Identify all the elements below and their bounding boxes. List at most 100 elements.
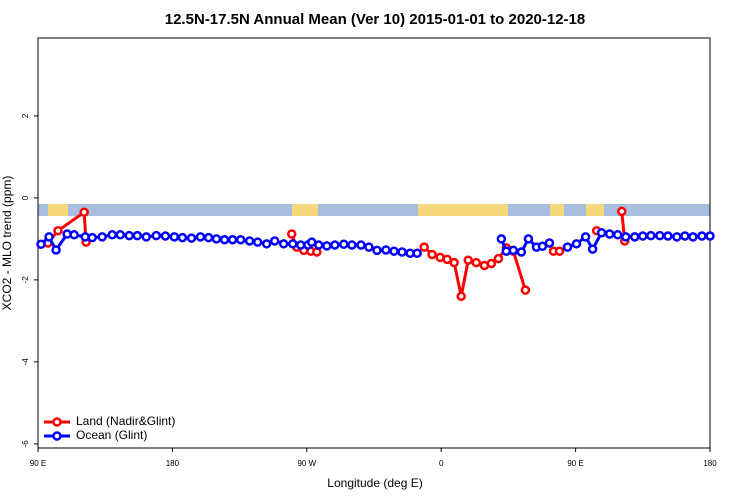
x-tick-label: 90 E: [567, 459, 583, 468]
point: [646, 230, 656, 241]
x-tick-label: 0: [439, 459, 444, 468]
point: [115, 230, 126, 240]
series-line: [46, 209, 627, 297]
point: [587, 244, 598, 254]
point: [364, 242, 374, 252]
y-tick-label: 0: [21, 195, 30, 200]
point: [44, 232, 54, 242]
ocean-band: [38, 204, 710, 216]
point: [571, 239, 582, 249]
point: [629, 232, 640, 242]
point: [554, 246, 565, 256]
point: [520, 285, 531, 295]
point: [616, 206, 627, 217]
point: [442, 254, 452, 265]
point: [456, 291, 466, 302]
point: [537, 241, 548, 252]
point: [516, 247, 527, 257]
point: [288, 239, 298, 249]
point: [612, 230, 623, 240]
point: [107, 230, 117, 240]
point: [53, 225, 63, 236]
point: [151, 230, 162, 241]
point: [688, 232, 698, 242]
point: [381, 245, 391, 255]
point: [51, 245, 61, 255]
point: [496, 234, 507, 244]
chart-title: 12.5N-17.5N Annual Mean (Ver 10) 2015-01…: [165, 11, 585, 28]
point: [471, 257, 482, 268]
point: [186, 233, 197, 243]
land-patch: [418, 204, 508, 216]
point: [544, 238, 555, 248]
point: [252, 237, 263, 247]
point: [604, 229, 615, 239]
point: [313, 240, 324, 250]
point: [87, 232, 97, 243]
point: [261, 239, 272, 249]
y-tick-label: -4: [21, 358, 30, 366]
point: [486, 258, 497, 269]
x-axis-label: Longitude (deg E): [327, 476, 422, 490]
land-patch: [292, 204, 318, 216]
point: [596, 228, 607, 238]
point: [79, 207, 89, 217]
point: [124, 230, 134, 241]
point: [244, 236, 255, 246]
point: [339, 239, 349, 249]
point: [132, 230, 143, 241]
point: [169, 232, 180, 242]
point: [347, 240, 357, 250]
point: [663, 231, 673, 241]
point: [621, 232, 631, 242]
surface-band: [38, 204, 710, 216]
point: [97, 232, 107, 242]
land-patch: [550, 204, 564, 216]
point: [493, 253, 504, 264]
point: [286, 229, 297, 239]
y-tick-label: -2: [21, 276, 30, 284]
point: [219, 234, 230, 245]
land-patch: [48, 204, 68, 216]
y-tick-label: -6: [21, 440, 30, 448]
point: [322, 241, 332, 251]
point: [562, 242, 573, 252]
point: [655, 230, 665, 241]
legend-marker: [52, 417, 62, 427]
point: [523, 234, 534, 244]
x-tick-label: 90 W: [297, 459, 316, 468]
point: [203, 232, 214, 243]
legend-label: Land (Nadir&Glint): [76, 414, 175, 428]
point: [427, 249, 437, 260]
point: [449, 257, 459, 268]
point: [672, 232, 682, 242]
point: [397, 247, 407, 257]
point: [195, 232, 206, 242]
point: [697, 231, 707, 241]
point: [508, 245, 519, 256]
point: [638, 231, 648, 241]
point: [227, 234, 238, 245]
point: [419, 242, 429, 252]
point: [580, 232, 591, 242]
land-patch: [586, 204, 604, 216]
legend-label: Ocean (Glint): [76, 428, 147, 442]
x-tick-label: 180: [703, 459, 717, 468]
point: [36, 239, 46, 249]
point: [356, 240, 366, 250]
point: [330, 240, 340, 250]
point: [680, 231, 690, 241]
point: [160, 231, 171, 241]
y-axis-label: XCO2 - MLO trend (ppm): [0, 176, 14, 311]
point: [141, 232, 152, 242]
point: [69, 230, 79, 240]
x-tick-label: 180: [166, 459, 180, 468]
legend-marker: [52, 431, 62, 441]
point: [389, 246, 399, 256]
point: [211, 234, 222, 244]
point: [235, 234, 246, 245]
point: [372, 245, 382, 256]
point: [269, 236, 280, 246]
point: [412, 248, 422, 258]
